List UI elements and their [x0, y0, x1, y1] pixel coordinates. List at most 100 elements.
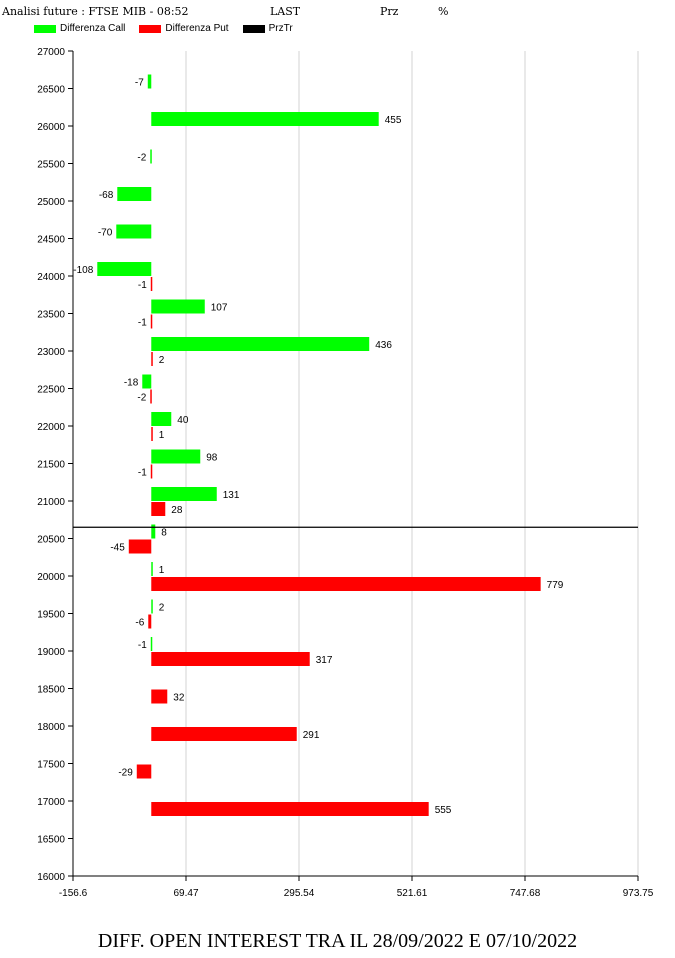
data-label-put: 32	[173, 693, 185, 704]
bar-put	[128, 539, 152, 554]
bar-put	[150, 389, 152, 404]
data-label-call: -70	[98, 228, 113, 239]
bar-call	[142, 374, 152, 389]
data-label-call: 8	[161, 528, 167, 539]
chart-footer-caption: DIFF. OPEN INTEREST TRA IL 28/09/2022 E …	[97, 930, 578, 952]
data-label-put: -1	[138, 318, 147, 329]
y-tick-label: 23000	[37, 347, 65, 358]
y-tick-label: 21500	[37, 460, 65, 471]
legend-item-put: Differenza Put	[139, 23, 229, 34]
y-tick-label: 25000	[37, 197, 65, 208]
x-tick-label: 747.68	[510, 888, 541, 899]
bar-call	[116, 224, 152, 239]
bar-put	[150, 277, 153, 291]
legend-swatch-prztr	[242, 24, 265, 33]
data-label-call: -1	[138, 640, 147, 651]
legend-label-put: Differenza Put	[165, 23, 229, 34]
bar-put	[151, 802, 429, 816]
data-label-put: 2	[159, 355, 165, 366]
data-label-put: -1	[138, 280, 147, 291]
x-tick-label: 295.54	[284, 888, 315, 899]
bar-call	[151, 299, 205, 314]
y-tick-label: 24000	[37, 272, 65, 283]
bar-put	[150, 464, 153, 479]
legend-swatch-call	[34, 24, 56, 33]
y-tick-label: 26000	[37, 122, 65, 133]
x-tick-label: -156.6	[59, 888, 88, 899]
bar-call	[151, 487, 217, 501]
header-prz-label: Prz	[380, 5, 399, 18]
legend-label-call: Differenza Call	[60, 23, 126, 34]
bar-call	[151, 449, 201, 464]
data-label-call: -18	[124, 378, 139, 389]
data-label-call: -2	[137, 153, 146, 164]
data-label-call: 436	[375, 340, 392, 351]
y-tick-label: 19000	[37, 647, 65, 658]
data-label-call: 98	[206, 453, 218, 464]
data-label-call: -7	[135, 78, 144, 89]
x-tick-label: 973.75	[623, 888, 654, 899]
data-label-call: 131	[223, 490, 240, 501]
legend-label-prztr: PrzTr	[268, 23, 293, 34]
y-tick-label: 18500	[37, 685, 65, 696]
header-title: Analisi future : FTSE MIB - 08:52	[2, 5, 189, 18]
chart-plot: 27000 26500 26000 25500 25000 24500 24000 23500…	[37, 47, 654, 899]
data-label-put: -1	[138, 468, 147, 479]
y-tick-label: 23500	[37, 310, 65, 321]
data-label-put: -29	[118, 768, 133, 779]
chart-legend: Differenza Call Differenza Put PrzTr	[34, 23, 293, 34]
bar-call	[151, 112, 379, 126]
data-label-call: -108	[73, 265, 93, 276]
bar-call	[150, 149, 152, 164]
data-label-call: 2	[159, 603, 165, 614]
bar-call	[151, 524, 156, 539]
y-tick-label: 25500	[37, 160, 65, 171]
bar-put	[150, 314, 153, 329]
x-tick-label: 521.61	[397, 888, 428, 899]
legend-swatch-put	[139, 24, 162, 33]
bar-call	[117, 187, 152, 201]
bar-call	[151, 599, 153, 614]
bar-put	[148, 614, 152, 629]
y-tick-label: 17000	[37, 797, 65, 808]
y-tick-label: 21000	[37, 497, 65, 508]
header-last-label: LAST	[270, 5, 301, 18]
legend-item-call: Differenza Call	[34, 23, 125, 34]
y-tick-label: 22000	[37, 422, 65, 433]
bar-call	[147, 74, 152, 89]
y-tick-label: 18000	[37, 722, 65, 733]
bar-call	[151, 412, 172, 426]
data-label-put: 28	[171, 505, 183, 516]
data-label-put: -45	[110, 543, 125, 554]
data-label-put: 291	[303, 730, 320, 741]
data-label-call: 107	[211, 303, 228, 314]
bar-put	[151, 652, 310, 666]
bar-put	[151, 352, 153, 366]
data-label-call: 1	[159, 565, 165, 576]
data-label-put: 555	[435, 805, 452, 816]
bar-call	[97, 262, 152, 276]
bar-put	[151, 727, 297, 741]
data-label-call: -68	[99, 190, 114, 201]
data-label-call: 455	[385, 115, 402, 126]
data-label-put: 317	[316, 655, 333, 666]
bar-call	[150, 637, 153, 651]
data-label-call: 40	[177, 415, 189, 426]
y-tick-label: 16500	[37, 835, 65, 846]
y-tick-label: 26500	[37, 85, 65, 96]
data-label-put: -2	[137, 393, 146, 404]
bar-call	[151, 337, 370, 351]
data-label-put: 779	[547, 580, 564, 591]
y-tick-label: 22500	[37, 385, 65, 396]
y-tick-label: 24500	[37, 235, 65, 246]
x-tick-label: 69.47	[173, 888, 198, 899]
legend-item-prztr: PrzTr	[242, 23, 293, 34]
header-pct-label: %	[438, 5, 449, 18]
y-tick-label: 27000	[37, 47, 65, 58]
bar-put	[151, 427, 153, 441]
bar-put	[151, 577, 541, 591]
y-tick-label: 16000	[37, 872, 65, 883]
y-tick-label: 20500	[37, 535, 65, 546]
bar-put	[151, 502, 166, 516]
data-label-put: -6	[135, 618, 144, 629]
